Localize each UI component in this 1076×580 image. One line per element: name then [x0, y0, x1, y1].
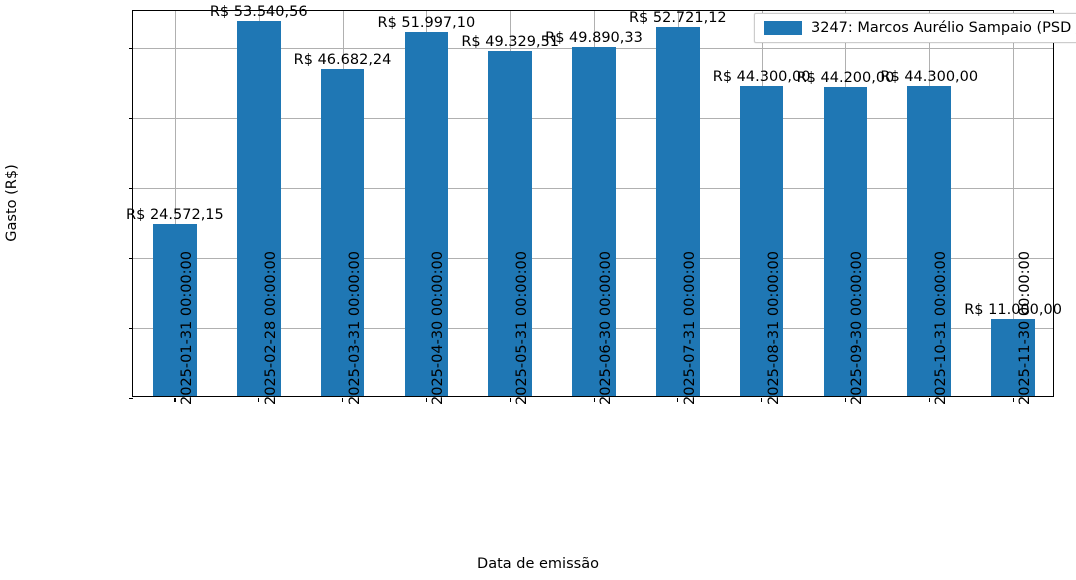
x-tick-mark [425, 398, 427, 402]
x-tick-label: 2025-02-28 00:00:00 [262, 251, 279, 405]
x-tick-label: 2025-05-31 00:00:00 [514, 251, 531, 405]
x-tick-label: 2025-10-31 00:00:00 [933, 251, 950, 405]
x-tick-label: 2025-07-31 00:00:00 [681, 251, 698, 405]
y-tick-mark [129, 257, 133, 259]
x-tick-mark [509, 398, 511, 402]
bar-value-label: R$ 51.997,10 [377, 15, 476, 32]
x-tick-label: 2025-01-31 00:00:00 [178, 251, 195, 405]
bar[interactable] [823, 86, 868, 396]
bar[interactable] [153, 224, 197, 396]
bar-value-label: R$ 49.890,33 [545, 29, 643, 46]
x-tick-label: 2025-03-31 00:00:00 [346, 251, 363, 405]
x-tick-label: 2025-11-30 00:00:00 [1017, 251, 1034, 405]
legend-color-swatch [764, 21, 802, 35]
bar-value-label: R$ 44.300,00 [712, 68, 811, 85]
bar[interactable] [572, 46, 616, 396]
x-tick-mark [593, 398, 595, 402]
gridline-vertical [174, 11, 176, 396]
y-axis-title: Gasto (R$) [4, 164, 20, 242]
gridline-vertical [1013, 11, 1015, 396]
bar[interactable] [907, 85, 952, 396]
x-tick-mark [342, 398, 344, 402]
y-tick-mark [129, 117, 133, 119]
bar-value-label: R$ 44.200,00 [796, 69, 895, 86]
y-tick-mark [129, 397, 133, 399]
x-tick-mark [677, 398, 679, 402]
bar[interactable] [488, 50, 532, 396]
bar[interactable] [991, 319, 1035, 396]
chart-legend[interactable]: 3247: Marcos Aurélio Sampaio (PSD / PI) [754, 13, 1076, 43]
bar[interactable] [656, 27, 700, 396]
x-tick-label: 2025-08-31 00:00:00 [765, 251, 782, 405]
y-tick-mark [129, 47, 133, 49]
bar[interactable] [320, 69, 365, 396]
x-tick-label: 2025-06-30 00:00:00 [598, 251, 614, 405]
bar-value-label: R$ 52.721,12 [628, 10, 727, 27]
x-tick-mark [761, 398, 763, 402]
x-tick-mark [1012, 398, 1014, 402]
bar-value-label: R$ 46.682,24 [293, 52, 392, 69]
bar-value-label: R$ 24.572,15 [126, 207, 224, 224]
x-tick-mark [928, 398, 930, 402]
bar-value-label: R$ 49.329,51 [461, 33, 560, 50]
bar-value-label: R$ 53.540,56 [209, 4, 308, 21]
bar-value-label: R$ 11.000,00 [964, 302, 1062, 319]
x-tick-label: 2025-09-30 00:00:00 [849, 251, 866, 405]
x-tick-mark [174, 398, 176, 402]
x-tick-label: 2025-04-30 00:00:00 [430, 251, 447, 405]
bar-value-label: R$ 44.300,00 [880, 68, 979, 85]
x-tick-mark [258, 398, 260, 402]
y-tick-mark [129, 327, 133, 329]
bar[interactable] [404, 32, 449, 396]
x-axis-title: Data de emissão [477, 556, 599, 572]
x-tick-mark [844, 398, 847, 402]
y-tick-mark [129, 187, 133, 189]
bar[interactable] [236, 21, 281, 396]
legend-label: 3247: Marcos Aurélio Sampaio (PSD / PI) [811, 20, 1076, 36]
plot-area: R$ 24.572,15 R$ 53.540,56 R$ 46.682,24 R$ 5… [126, 5, 1062, 402]
bar[interactable] [739, 85, 784, 396]
